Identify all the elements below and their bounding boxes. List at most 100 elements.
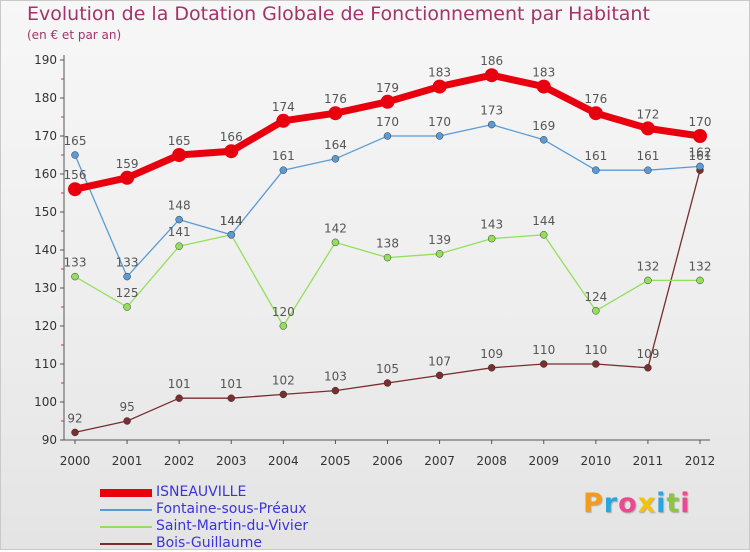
legend-label: Saint-Martin-du-Vivier (156, 518, 309, 534)
legend-swatch (100, 525, 152, 528)
data-label: 159 (116, 157, 139, 171)
data-label: 142 (324, 221, 347, 235)
data-label: 179 (376, 81, 399, 95)
data-point (540, 360, 548, 368)
data-point (640, 121, 655, 136)
data-label: 183 (428, 66, 451, 80)
data-label: 173 (480, 104, 503, 118)
data-label: 164 (324, 138, 347, 152)
y-tick-label: 180 (34, 91, 57, 105)
data-label: 101 (168, 377, 191, 391)
x-tick-label: 2005 (320, 454, 351, 468)
data-point (435, 250, 444, 258)
y-tick-label: 170 (34, 129, 57, 143)
data-label: 148 (168, 199, 191, 213)
data-label: 109 (636, 347, 659, 361)
data-label: 133 (64, 256, 87, 270)
y-tick-label: 190 (34, 53, 57, 67)
y-tick-label: 150 (34, 205, 57, 219)
chart-subtitle: (en € et par an) (27, 28, 122, 42)
data-label: 95 (119, 400, 134, 414)
x-tick-label: 2007 (424, 454, 455, 468)
data-point (435, 371, 444, 380)
y-tick-label: 100 (34, 395, 57, 409)
data-label: 132 (689, 259, 712, 273)
data-label: 174 (272, 100, 295, 114)
data-point (383, 132, 392, 140)
data-label: 101 (220, 377, 243, 391)
data-label: 124 (584, 290, 607, 304)
data-label: 110 (532, 343, 555, 357)
data-point (328, 106, 343, 121)
data-label: 169 (532, 119, 555, 133)
data-label: 170 (689, 115, 712, 129)
data-point (487, 364, 496, 372)
data-label: 176 (324, 92, 347, 106)
data-point (279, 322, 288, 330)
data-label: 165 (168, 134, 191, 148)
data-label: 183 (532, 66, 555, 80)
data-point (484, 68, 499, 83)
data-label: 162 (689, 145, 712, 159)
data-point (487, 120, 496, 129)
data-point (540, 136, 548, 144)
data-label: 102 (272, 373, 295, 387)
data-point (123, 417, 131, 425)
x-tick-label: 2008 (476, 454, 507, 468)
x-tick-label: 2002 (164, 454, 195, 468)
data-point (276, 113, 291, 128)
data-point (487, 234, 496, 243)
data-label: 139 (428, 233, 451, 247)
data-point (644, 364, 652, 372)
x-tick-label: 2001 (112, 454, 143, 468)
x-tick-label: 2012 (685, 454, 716, 468)
data-point (175, 215, 183, 224)
data-point (588, 106, 603, 121)
data-label: 141 (168, 225, 191, 239)
data-point (536, 79, 551, 94)
y-tick-label: 130 (34, 281, 57, 295)
x-tick-label: 2009 (528, 454, 559, 468)
data-label: 120 (272, 305, 295, 319)
x-tick-label: 2004 (268, 454, 299, 468)
data-point (71, 151, 79, 159)
legend-label: Fontaine-sous-Préaux (156, 501, 307, 517)
data-point (331, 155, 340, 163)
data-label: 109 (480, 347, 503, 361)
data-point (71, 428, 79, 437)
data-label: 176 (584, 92, 607, 106)
x-tick-label: 2010 (581, 454, 612, 468)
legend-swatch (100, 542, 152, 545)
data-label: 138 (376, 237, 399, 251)
data-point (172, 148, 187, 162)
proxiti-logo: Proxiti (583, 488, 691, 519)
data-point (331, 238, 340, 247)
data-label: 161 (272, 149, 295, 163)
chart-title: Evolution de la Dotation Globale de Fonc… (27, 3, 650, 25)
legend-swatch (100, 508, 152, 511)
data-point (540, 231, 548, 239)
y-tick-label: 140 (34, 243, 57, 257)
data-label: 143 (480, 218, 503, 232)
data-point (71, 272, 79, 281)
data-label: 186 (480, 54, 503, 68)
data-point (224, 144, 239, 159)
data-point (383, 253, 392, 262)
data-label: 107 (428, 354, 451, 368)
data-point (68, 182, 82, 197)
data-point (383, 379, 392, 387)
data-label: 172 (636, 107, 659, 121)
data-point (279, 166, 288, 174)
data-label: 165 (64, 134, 87, 148)
data-point (592, 360, 600, 368)
data-label: 161 (636, 149, 659, 163)
data-label: 110 (584, 343, 607, 357)
data-point (696, 276, 704, 285)
data-label: 103 (324, 370, 347, 384)
data-label: 144 (532, 214, 555, 228)
data-point (435, 132, 444, 140)
data-label: 133 (116, 256, 139, 270)
legend-swatch (100, 488, 152, 497)
y-tick-label: 120 (34, 319, 57, 333)
